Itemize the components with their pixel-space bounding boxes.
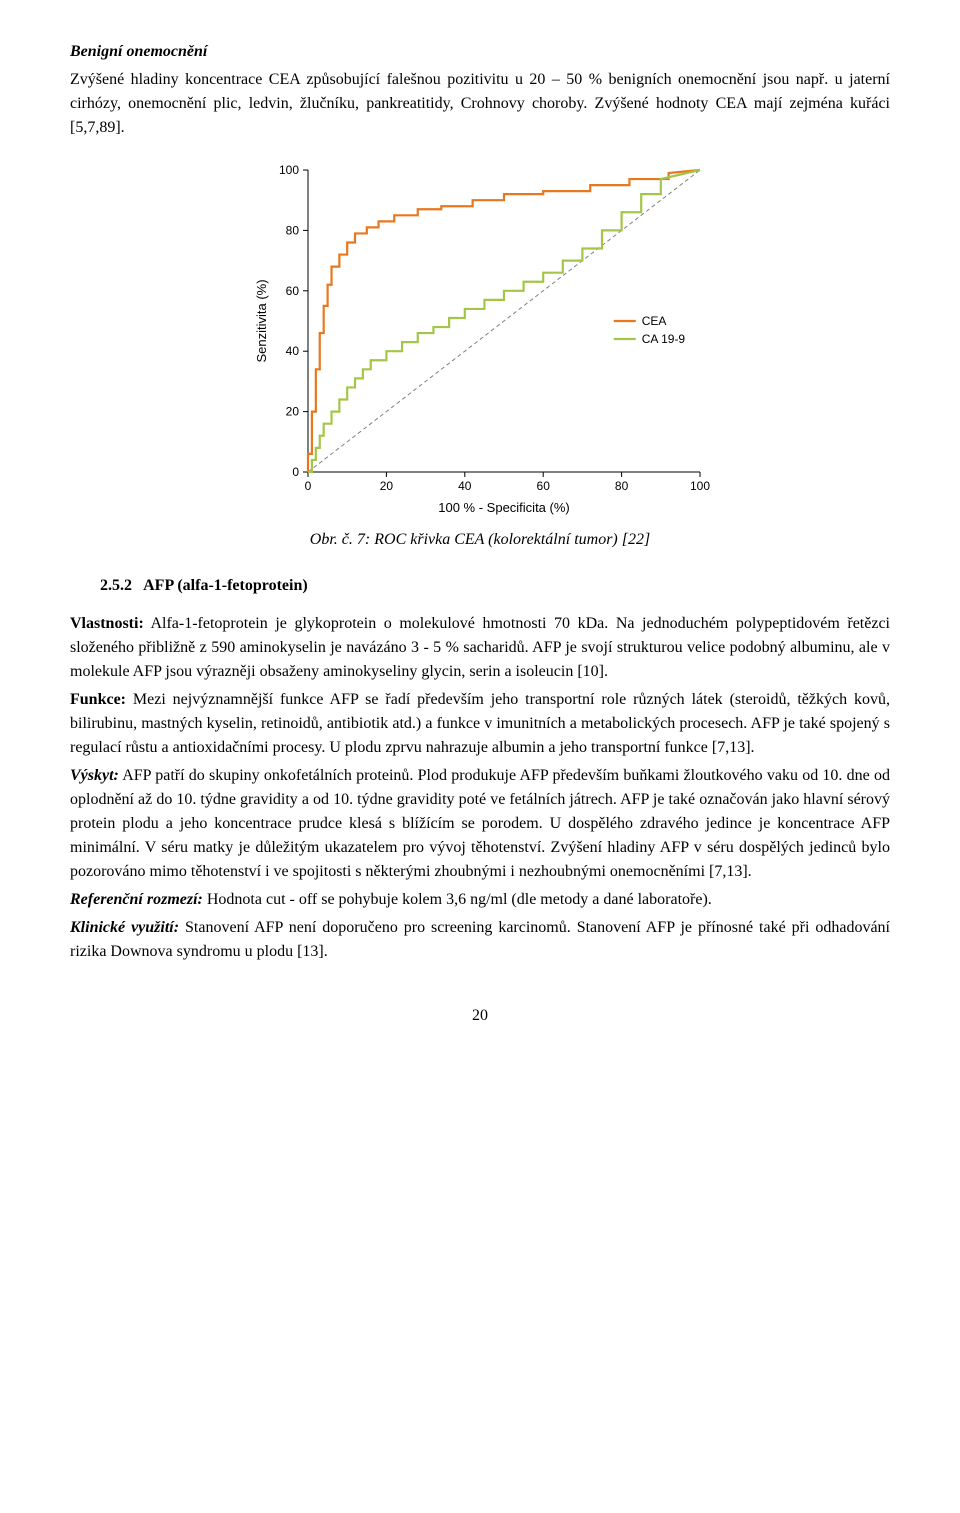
svg-text:20: 20 — [286, 405, 300, 419]
page-number: 20 — [70, 1004, 890, 1028]
section-title: AFP (alfa-1-fetoprotein) — [143, 577, 308, 594]
text-vlastnosti: Alfa-1-fetoprotein je glykoprotein o mol… — [70, 615, 890, 680]
paragraph-vlastnosti: Vlastnosti: Alfa-1-fetoprotein je glykop… — [70, 612, 890, 684]
svg-text:40: 40 — [458, 479, 472, 493]
svg-text:Senzitivita (%): Senzitivita (%) — [254, 279, 269, 362]
svg-text:100: 100 — [279, 163, 299, 177]
text-vyskyt: AFP patří do skupiny onkofetálních prote… — [70, 767, 890, 880]
label-klin: Klinické využití: — [70, 919, 179, 936]
svg-text:100 % - Specificita (%): 100 % - Specificita (%) — [438, 500, 570, 515]
label-vyskyt: Výskyt: — [70, 767, 119, 784]
section-number: 2.5.2 — [100, 577, 132, 594]
heading-benign: Benigní onemocnění — [70, 40, 890, 64]
text-funkce: Mezi nejvýznamnější funkce AFP se řadí p… — [70, 691, 890, 756]
section-heading: 2.5.2 AFP (alfa-1-fetoprotein) — [100, 574, 890, 598]
svg-text:CA 19-9: CA 19-9 — [642, 332, 686, 346]
svg-text:40: 40 — [286, 344, 300, 358]
paragraph-funkce: Funkce: Mezi nejvýznamnější funkce AFP s… — [70, 688, 890, 760]
paragraph-vyskyt: Výskyt: AFP patří do skupiny onkofetální… — [70, 764, 890, 884]
svg-text:60: 60 — [537, 479, 551, 493]
text-ref: Hodnota cut - off se pohybuje kolem 3,6 … — [203, 891, 712, 908]
text-klin: Stanovení AFP není doporučeno pro screen… — [70, 919, 890, 960]
svg-text:20: 20 — [380, 479, 394, 493]
figure-caption: Obr. č. 7: ROC křivka CEA (kolorektální … — [70, 528, 890, 552]
paragraph-klin: Klinické využití: Stanovení AFP není dop… — [70, 916, 890, 964]
svg-text:60: 60 — [286, 284, 300, 298]
svg-text:0: 0 — [292, 465, 299, 479]
svg-text:0: 0 — [305, 479, 312, 493]
svg-text:CEA: CEA — [642, 314, 667, 328]
paragraph-benign: Zvýšené hladiny koncentrace CEA způsobuj… — [70, 68, 890, 140]
roc-chart-container: 0 20 40 60 80 100 0 20 40 60 80 100 100 % - Specific… — [70, 160, 890, 520]
label-funkce: Funkce: — [70, 691, 126, 708]
roc-chart: 0 20 40 60 80 100 0 20 40 60 80 100 100 % - Specific… — [250, 160, 710, 520]
label-ref: Referenční rozmezí: — [70, 891, 203, 908]
label-vlastnosti: Vlastnosti: — [70, 615, 144, 632]
svg-text:80: 80 — [286, 223, 300, 237]
svg-text:80: 80 — [615, 479, 629, 493]
paragraph-ref: Referenční rozmezí: Hodnota cut - off se… — [70, 888, 890, 912]
svg-text:100: 100 — [690, 479, 710, 493]
